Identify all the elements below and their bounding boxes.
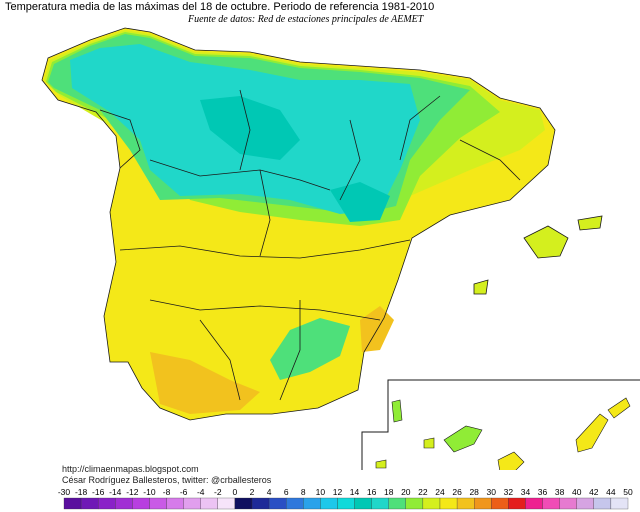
map-title: Temperatura media de las máximas del 18 … bbox=[5, 1, 435, 13]
legend-label: 24 bbox=[435, 487, 445, 497]
regional-borders bbox=[41, 27, 556, 421]
legend-label: 20 bbox=[401, 487, 411, 497]
legend-label: 2 bbox=[250, 487, 255, 497]
legend-swatch bbox=[217, 497, 236, 510]
legend-swatch bbox=[388, 497, 406, 510]
ibiza bbox=[473, 279, 489, 295]
fuerteventura bbox=[575, 413, 609, 453]
lanzarote bbox=[607, 397, 631, 419]
tenerife bbox=[443, 425, 483, 453]
legend-label: -14 bbox=[109, 487, 122, 497]
legend-label: 26 bbox=[452, 487, 462, 497]
legend-label: 0 bbox=[233, 487, 238, 497]
legend-label: -18 bbox=[75, 487, 88, 497]
legend-label: 28 bbox=[469, 487, 479, 497]
legend-swatch bbox=[132, 497, 150, 510]
legend-swatch bbox=[508, 497, 526, 510]
legend-swatch bbox=[610, 497, 629, 510]
legend-label: 44 bbox=[606, 487, 616, 497]
legend-label: -8 bbox=[163, 487, 171, 497]
legend-label: 6 bbox=[284, 487, 289, 497]
legend-label: 14 bbox=[350, 487, 360, 497]
legend-label: 38 bbox=[555, 487, 565, 497]
legend-swatch bbox=[576, 497, 594, 510]
band-26-28-east bbox=[360, 306, 394, 352]
map-subtitle: Fuente de datos: Red de estaciones princ… bbox=[188, 14, 424, 25]
legend-label: 36 bbox=[538, 487, 548, 497]
legend-label: 30 bbox=[487, 487, 497, 497]
legend-swatch bbox=[320, 497, 338, 510]
legend-label: 22 bbox=[418, 487, 428, 497]
legend-label: -16 bbox=[92, 487, 105, 497]
legend-label: 18 bbox=[384, 487, 394, 497]
la-palma bbox=[391, 399, 403, 423]
legend-label: 42 bbox=[589, 487, 599, 497]
legend-swatch bbox=[354, 497, 372, 510]
legend-swatch bbox=[268, 497, 287, 510]
legend-swatch bbox=[439, 497, 458, 510]
band-14-16-north bbox=[200, 96, 300, 160]
legend-swatch bbox=[303, 497, 321, 510]
band-26-28-south bbox=[150, 352, 260, 414]
legend-swatch bbox=[525, 497, 543, 510]
legend-label: 50 bbox=[623, 487, 633, 497]
credit-url: http://climaenmapas.blogspot.com bbox=[62, 464, 199, 474]
legend-swatch bbox=[559, 497, 577, 510]
legend-label: 10 bbox=[316, 487, 326, 497]
legend-swatch bbox=[251, 497, 270, 510]
legend-swatch bbox=[183, 497, 201, 510]
color-legend: -30 -18 -16 -14 -12 -10 -8 -6 -4 -2 0 2 4 6 8 10 12 14 16 1… bbox=[58, 487, 633, 510]
legend-swatch bbox=[115, 497, 133, 510]
legend-label: -12 bbox=[126, 487, 139, 497]
legend-swatch bbox=[234, 497, 253, 510]
legend-swatch bbox=[149, 497, 167, 510]
credit-author: César Rodríguez Ballesteros, twitter: @c… bbox=[62, 475, 272, 485]
la-gomera bbox=[423, 437, 435, 449]
legend-swatch bbox=[542, 497, 560, 510]
legend-label: 32 bbox=[504, 487, 514, 497]
mallorca bbox=[523, 225, 569, 259]
canary-inset-frame bbox=[361, 379, 640, 470]
band-18-20-betic bbox=[270, 318, 350, 380]
legend-swatch bbox=[200, 497, 218, 510]
legend-swatch bbox=[80, 497, 99, 510]
legend-label: -10 bbox=[143, 487, 156, 497]
legend-label: -30 bbox=[58, 487, 71, 497]
legend-swatch bbox=[337, 497, 355, 510]
legend-swatch bbox=[286, 497, 304, 510]
legend-swatch bbox=[456, 497, 475, 510]
legend-swatch bbox=[491, 497, 509, 510]
legend-swatch bbox=[593, 497, 612, 510]
legend-swatch bbox=[405, 497, 424, 510]
legend-swatch bbox=[371, 497, 389, 510]
legend-swatch bbox=[474, 497, 492, 510]
legend-swatch bbox=[98, 497, 116, 510]
menorca bbox=[577, 215, 603, 231]
legend-swatch bbox=[422, 497, 441, 510]
gran-canaria bbox=[497, 451, 525, 470]
legend-label: -6 bbox=[180, 487, 188, 497]
legend-label: 16 bbox=[367, 487, 377, 497]
legend-swatch bbox=[63, 497, 82, 510]
legend-label: 40 bbox=[572, 487, 582, 497]
legend-label: 34 bbox=[521, 487, 531, 497]
legend-label: 4 bbox=[267, 487, 272, 497]
el-hierro bbox=[375, 459, 387, 469]
legend-label: 12 bbox=[333, 487, 343, 497]
legend-label: 8 bbox=[301, 487, 306, 497]
band-14-16-east bbox=[330, 182, 390, 222]
legend-label: -4 bbox=[197, 487, 205, 497]
legend-swatch bbox=[166, 497, 184, 510]
legend-label: -2 bbox=[214, 487, 222, 497]
temperature-map bbox=[41, 27, 640, 470]
